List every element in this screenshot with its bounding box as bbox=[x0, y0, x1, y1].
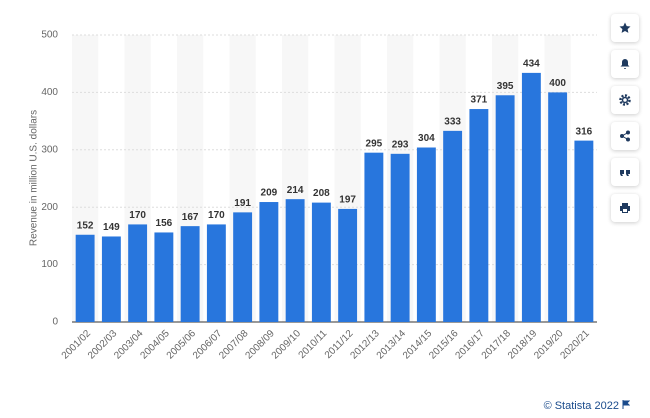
bar bbox=[101, 236, 121, 322]
value-label: 191 bbox=[234, 198, 251, 209]
source-credit[interactable]: © Statista 2022 bbox=[543, 400, 631, 412]
bar bbox=[521, 72, 541, 322]
value-label: 149 bbox=[103, 222, 120, 233]
settings-button[interactable] bbox=[611, 86, 639, 114]
bar bbox=[311, 202, 331, 322]
value-label: 170 bbox=[208, 210, 225, 221]
y-axis-title: Revenue in million U.S. dollars bbox=[29, 110, 40, 246]
bar bbox=[206, 224, 226, 322]
value-label: 295 bbox=[366, 138, 383, 149]
flag-icon bbox=[622, 400, 631, 409]
bar bbox=[390, 153, 410, 322]
value-label: 371 bbox=[471, 95, 488, 106]
source-text: © Statista 2022 bbox=[543, 400, 619, 412]
bar bbox=[180, 226, 200, 322]
value-label: 316 bbox=[576, 126, 593, 137]
bar bbox=[443, 130, 463, 322]
bar bbox=[416, 147, 436, 322]
chart: Revenue in million U.S. dollars 0 100 200 3… bbox=[29, 30, 597, 362]
y-tick-label: 400 bbox=[41, 87, 58, 98]
value-label: 170 bbox=[129, 210, 146, 221]
value-label: 293 bbox=[392, 139, 409, 150]
value-label: 167 bbox=[182, 212, 199, 223]
bar bbox=[364, 152, 384, 322]
bar bbox=[285, 199, 305, 322]
notification-button[interactable] bbox=[611, 50, 639, 78]
value-label: 400 bbox=[549, 78, 566, 89]
bar bbox=[574, 140, 594, 322]
value-label: 434 bbox=[523, 59, 540, 70]
value-label: 333 bbox=[444, 116, 461, 127]
bar bbox=[233, 212, 253, 322]
bar bbox=[128, 224, 148, 322]
bar bbox=[469, 109, 489, 323]
value-label: 209 bbox=[261, 188, 278, 199]
bar bbox=[259, 202, 279, 322]
x-tick-label: 2009/10 bbox=[270, 328, 304, 362]
bar bbox=[154, 232, 174, 322]
value-label: 152 bbox=[77, 220, 94, 231]
cite-button[interactable] bbox=[611, 158, 639, 186]
value-label: 304 bbox=[418, 133, 435, 144]
print-button[interactable] bbox=[611, 194, 639, 222]
bar bbox=[75, 234, 95, 322]
favorite-button[interactable] bbox=[611, 14, 639, 42]
value-label: 214 bbox=[287, 185, 304, 196]
bar bbox=[338, 208, 358, 322]
y-tick-label: 100 bbox=[41, 259, 58, 270]
value-label: 156 bbox=[156, 218, 173, 229]
value-label: 197 bbox=[339, 195, 356, 206]
y-tick-label: 0 bbox=[52, 317, 58, 328]
share-button[interactable] bbox=[611, 122, 639, 150]
y-tick-label: 500 bbox=[41, 30, 58, 41]
y-tick-label: 300 bbox=[41, 144, 58, 155]
bar bbox=[548, 92, 568, 323]
value-label: 395 bbox=[497, 81, 514, 92]
x-tick-label: 2020/21 bbox=[559, 328, 593, 362]
y-tick-label: 200 bbox=[41, 202, 58, 213]
value-label: 208 bbox=[313, 188, 330, 199]
bar bbox=[495, 95, 515, 323]
